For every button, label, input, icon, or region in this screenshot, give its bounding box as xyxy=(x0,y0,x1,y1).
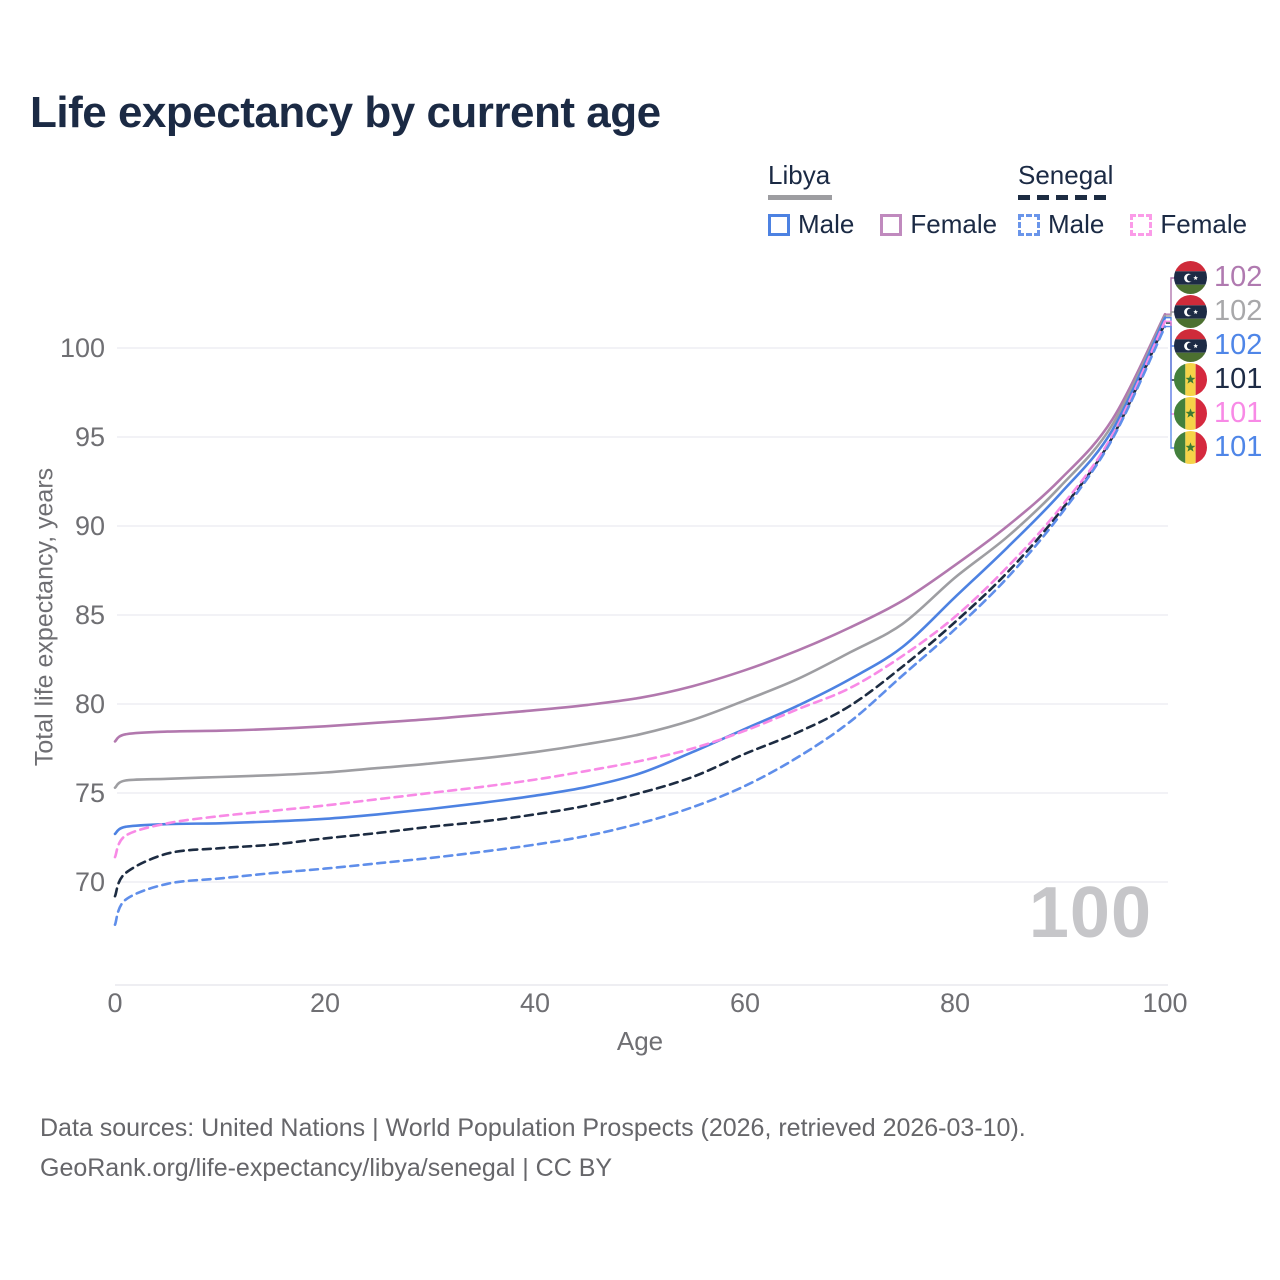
line-senegal-male[interactable] xyxy=(113,325,1167,926)
senegal-flag-icon xyxy=(1174,431,1207,464)
callout-value: 101 xyxy=(1214,363,1263,395)
footer: Data sources: United Nations | World Pop… xyxy=(40,1108,1026,1188)
x-tick-60: 60 xyxy=(729,988,761,1018)
libya-flag-icon xyxy=(1174,295,1207,328)
legend-label: Male xyxy=(798,209,855,239)
libya-male-swatch-icon xyxy=(768,213,790,236)
watermark-age: 100 xyxy=(1028,873,1152,953)
legend-item-senegal-female[interactable]: Female xyxy=(1130,209,1247,240)
line-senegal-female[interactable] xyxy=(113,320,1167,859)
libya-flag-icon xyxy=(1174,261,1207,294)
callout-value: 102 xyxy=(1214,295,1263,327)
y-tick-100: 100 xyxy=(59,333,105,363)
y-tick-85: 85 xyxy=(74,600,105,630)
x-tick-40: 40 xyxy=(519,988,551,1018)
callout-value: 101 xyxy=(1214,431,1263,463)
legend-country-libya: Libya xyxy=(768,160,831,190)
libya-female-swatch-icon xyxy=(880,213,903,236)
senegal-female-swatch-icon xyxy=(1130,213,1153,236)
callout-senegal-total[interactable]: 101 xyxy=(1174,363,1262,396)
y-tick-90: 90 xyxy=(74,511,105,541)
senegal-male-swatch-icon xyxy=(1018,213,1040,236)
senegal-flag-icon xyxy=(1174,363,1207,396)
callout-libya-total[interactable]: 102 xyxy=(1174,295,1262,328)
legend-country-senegal: Senegal xyxy=(1018,160,1114,190)
line-senegal-total[interactable] xyxy=(113,321,1167,898)
y-tick-95: 95 xyxy=(74,422,105,452)
callout-senegal-male[interactable]: 101 xyxy=(1174,431,1262,464)
legend-label: Female xyxy=(910,209,998,239)
page-title: Life expectancy by current age xyxy=(30,88,661,137)
x-tick-0: 0 xyxy=(107,988,123,1018)
legend-senegal-line-swatch xyxy=(1018,195,1110,200)
y-axis-title: Total life expectancy, years xyxy=(30,467,59,767)
legend-item-libya-male[interactable]: Male xyxy=(768,209,854,240)
legend-label: Male xyxy=(1048,209,1105,239)
y-tick-75: 75 xyxy=(74,778,105,808)
line-libya-total[interactable] xyxy=(113,314,1167,789)
x-axis-title: Age xyxy=(616,1026,664,1056)
line-libya-male[interactable] xyxy=(113,316,1167,836)
y-tick-70: 70 xyxy=(74,867,105,897)
legend-group-senegal: Senegal Male Female xyxy=(1018,160,1247,240)
y-tick-80: 80 xyxy=(74,689,105,719)
callout-value: 102 xyxy=(1214,261,1263,293)
legend-label: Female xyxy=(1160,209,1248,239)
leader-line-senegal-male xyxy=(1166,325,1175,449)
callout-senegal-female[interactable]: 101 xyxy=(1174,397,1262,430)
x-tick-80: 80 xyxy=(939,988,971,1018)
line-libya-female[interactable] xyxy=(113,312,1167,743)
senegal-flag-icon xyxy=(1174,397,1207,430)
libya-flag-icon xyxy=(1174,329,1207,362)
footer-url: GeoRank.org/life-expectancy/libya/senega… xyxy=(40,1154,613,1182)
callout-libya-male[interactable]: 102 xyxy=(1174,329,1262,362)
legend-group-libya: Libya Male Female xyxy=(768,160,997,240)
footer-data-sources: Data sources: United Nations | World Pop… xyxy=(40,1114,1026,1142)
leader-line-libya-female xyxy=(1166,277,1175,315)
callout-value: 102 xyxy=(1214,329,1263,361)
legend-item-senegal-male[interactable]: Male xyxy=(1018,209,1104,240)
leader-line-libya-total xyxy=(1166,311,1175,317)
x-tick-100: 100 xyxy=(1142,988,1188,1018)
callout-libya-female[interactable]: 102 xyxy=(1174,261,1262,294)
legend-libya-line-swatch xyxy=(768,195,832,200)
callout-value: 101 xyxy=(1214,397,1263,429)
x-tick-20: 20 xyxy=(309,988,341,1018)
legend-item-libya-female[interactable]: Female xyxy=(880,209,997,240)
